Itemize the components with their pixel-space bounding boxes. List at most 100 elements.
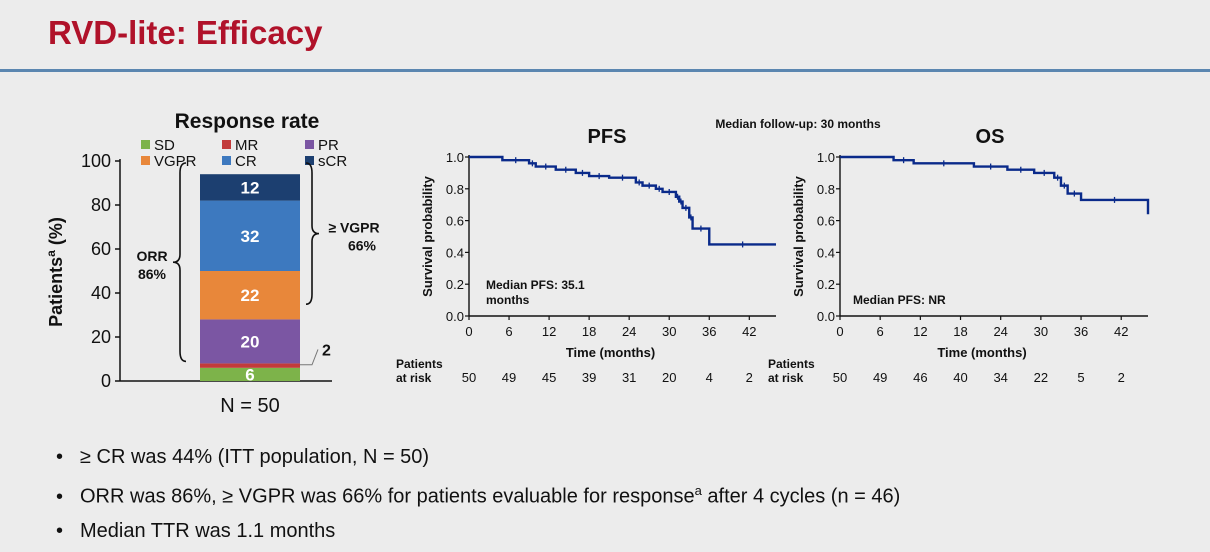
pfs-at-risk-value: 49: [502, 370, 516, 385]
os-y-tick-label: 0.8: [817, 182, 835, 197]
bar-segment-vgpr: [200, 271, 300, 320]
bullet-cr: ≥ CR was 44% (ITT population, N = 50): [56, 440, 900, 474]
bullet-ttr: Median TTR was 1.1 months: [56, 514, 900, 548]
legend-label-cr: CR: [235, 153, 257, 170]
os-y-axis-title: Survival probability: [791, 175, 806, 296]
y-title-sup: a: [44, 250, 58, 257]
bar-segment-pr: [200, 319, 300, 364]
legend-label-mr: MR: [235, 137, 258, 154]
bullet-orr-tail: after 4 cycles (n = 46): [701, 485, 901, 508]
response-y-axis-title: Patientsa (%): [44, 217, 66, 327]
bullet-cr-text: ≥ CR was 44% (ITT population, N = 50): [80, 446, 430, 468]
legend-swatch-sd: [141, 140, 150, 149]
os-at-risk-value: 34: [993, 370, 1007, 385]
bar-segment-cr: [200, 200, 300, 271]
bracket-orr: [172, 162, 187, 363]
os-survival-curve: [840, 155, 1150, 215]
response-y-tick-label: 80: [91, 195, 111, 215]
bar-segment-scr: [200, 174, 300, 201]
bar-label-vgpr: 22: [241, 286, 260, 305]
bracket-vgpr-value: 66%: [348, 238, 377, 254]
response-y-tick-label: 40: [91, 283, 111, 303]
os-x-tick-label: 42: [1114, 324, 1128, 339]
os-x-tick-label: 18: [953, 324, 967, 339]
os-risk-label-2: at risk: [768, 371, 804, 385]
bar-label-scr: 12: [241, 178, 260, 197]
bar-segment-sd: [200, 367, 300, 381]
bullet-orr-text: ORR was 86%, ≥ VGPR was 66% for patients…: [80, 485, 695, 508]
bracket-vgpr: [305, 162, 320, 305]
legend-swatch-cr: [222, 156, 231, 165]
bar-segment-mr: [200, 363, 300, 368]
os-at-risk-value: 40: [953, 370, 967, 385]
pfs-at-risk-value: 2: [746, 370, 753, 385]
os-at-risk-value: 22: [1034, 370, 1048, 385]
title-divider: [0, 69, 1210, 72]
legend-label-sd: SD: [154, 137, 175, 154]
os-at-risk-value: 46: [913, 370, 927, 385]
pfs-y-tick-label: 0.8: [446, 182, 464, 197]
pfs-annotation-line: months: [486, 293, 530, 307]
legend-swatch-mr: [222, 140, 231, 149]
pfs-x-tick-label: 30: [662, 324, 676, 339]
pfs-risk-label-1: Patients: [396, 357, 443, 371]
os-at-risk-value: 5: [1077, 370, 1084, 385]
os-x-tick-label: 0: [836, 324, 843, 339]
os-risk-label-1: Patients: [768, 357, 815, 371]
pfs-at-risk-value: 4: [706, 370, 713, 385]
pfs-x-tick-label: 6: [505, 324, 512, 339]
pfs-x-tick-label: 42: [742, 324, 756, 339]
os-at-risk-value: 2: [1118, 370, 1125, 385]
os-x-tick-label: 30: [1034, 324, 1048, 339]
pfs-x-tick-label: 24: [622, 324, 636, 339]
response-y-tick-label: 100: [81, 151, 111, 171]
legend-swatch-pr: [305, 140, 314, 149]
pfs-at-risk-value: 20: [662, 370, 676, 385]
os-y-tick-label: 0.0: [817, 309, 835, 324]
legend-label-pr: PR: [318, 137, 339, 154]
os-at-risk-value: 50: [833, 370, 847, 385]
pfs-at-risk-value: 39: [582, 370, 596, 385]
bullet-list: ≥ CR was 44% (ITT population, N = 50) OR…: [56, 440, 900, 548]
os-y-tick-label: 1.0: [817, 150, 835, 165]
bullet-ttr-text: Median TTR was 1.1 months: [80, 519, 336, 542]
bar-label-sd: 6: [245, 365, 254, 384]
pfs-y-tick-label: 0.4: [446, 245, 464, 260]
response-chart-title: Response rate: [175, 110, 320, 133]
pfs-annotation-line: Median PFS: 35.1: [486, 278, 585, 292]
response-y-tick-label: 20: [91, 327, 111, 347]
response-y-tick-label: 60: [91, 239, 111, 259]
os-at-risk-value: 49: [873, 370, 887, 385]
os-x-tick-label: 12: [913, 324, 927, 339]
pfs-x-tick-label: 36: [702, 324, 716, 339]
legend-label-vgpr: VGPR: [154, 153, 197, 170]
pfs-x-tick-label: 18: [582, 324, 596, 339]
os-chart: OS 0.0 0.2 0.4 0.6 0.8 1.0 0 6 12 18 24 30 36 42 Time (…: [768, 126, 1150, 385]
os-x-axis-title: Time (months): [937, 345, 1026, 360]
pfs-at-risk-value: 45: [542, 370, 556, 385]
pfs-survival-curve: [469, 155, 776, 246]
bullet-orr-sup: a: [694, 483, 702, 498]
os-y-tick-label: 0.4: [817, 245, 835, 260]
os-y-tick-label: 0.2: [817, 277, 835, 292]
bracket-orr-value: 86%: [138, 266, 167, 282]
pfs-y-tick-label: 0.0: [446, 309, 464, 324]
page-title: RVD-lite: Efficacy: [48, 14, 323, 51]
bullet-orr: ORR was 86%, ≥ VGPR was 66% for patients…: [56, 474, 900, 514]
pfs-y-axis-title: Survival probability: [420, 175, 435, 296]
bar-label-pr: 20: [241, 332, 260, 351]
os-x-tick-label: 36: [1074, 324, 1088, 339]
bracket-orr-label: ORR: [136, 248, 167, 264]
bar-label-leader-mr: [300, 349, 319, 366]
pfs-x-tick-label: 0: [465, 324, 472, 339]
pfs-x-axis-title: Time (months): [566, 345, 655, 360]
y-title-unit: (%): [46, 217, 66, 250]
followup-note: Median follow-up: 30 months: [715, 117, 881, 131]
os-x-tick-label: 6: [877, 324, 884, 339]
response-y-tick-label: 0: [101, 371, 111, 391]
pfs-y-tick-label: 1.0: [446, 150, 464, 165]
os-x-tick-label: 24: [993, 324, 1007, 339]
